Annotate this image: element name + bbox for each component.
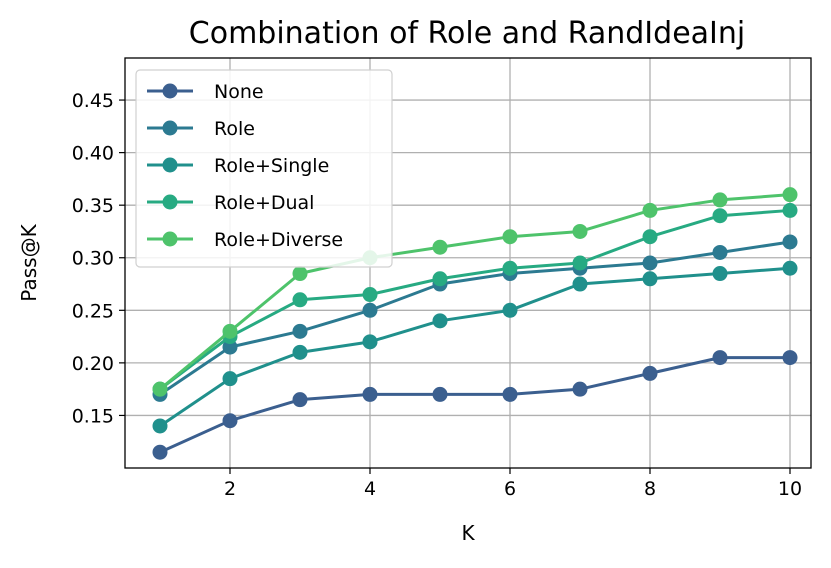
data-point-none xyxy=(502,386,518,402)
x-tick-label: 6 xyxy=(504,478,516,500)
legend-label: Role xyxy=(214,118,255,140)
data-point-role-diverse xyxy=(712,192,728,208)
data-point-role-single xyxy=(782,260,798,276)
data-point-role-diverse xyxy=(782,187,798,203)
legend-label: Role+Diverse xyxy=(214,229,343,251)
data-point-none xyxy=(362,386,378,402)
data-point-role-single xyxy=(222,371,238,387)
legend-box xyxy=(135,69,393,268)
data-point-role-dual xyxy=(712,208,728,224)
legend-swatch-marker xyxy=(162,157,178,173)
data-point-role xyxy=(712,244,728,260)
legend-label: None xyxy=(214,81,264,103)
data-point-role-single xyxy=(362,334,378,350)
series-layer xyxy=(152,187,798,460)
data-point-none xyxy=(642,365,658,381)
data-point-role-single xyxy=(712,266,728,282)
legend-label: Role+Dual xyxy=(214,192,314,214)
legend-item-role: Role xyxy=(147,118,255,140)
y-tick-label: 0.35 xyxy=(72,195,114,217)
x-tick-label: 8 xyxy=(644,478,656,500)
plot-frame xyxy=(124,57,812,469)
data-point-role-diverse xyxy=(222,323,238,339)
data-point-role-single xyxy=(572,276,588,292)
data-point-role-diverse xyxy=(642,202,658,218)
data-point-role xyxy=(642,255,658,271)
legend-item-role-diverse: Role+Diverse xyxy=(147,229,343,251)
data-point-none xyxy=(782,350,798,366)
legend: None Role Role+Single Role+Dual Role+Diverse xyxy=(135,69,393,268)
data-point-none xyxy=(222,413,238,429)
legend-item-role-single: Role+Single xyxy=(147,155,329,177)
data-point-role-single xyxy=(642,271,658,287)
x-axis-label: K xyxy=(461,521,475,545)
data-point-role xyxy=(292,323,308,339)
y-tick-label: 0.30 xyxy=(72,248,114,270)
data-point-none xyxy=(432,386,448,402)
series-none xyxy=(152,350,798,460)
data-point-role xyxy=(362,302,378,318)
legend-item-role-dual: Role+Dual xyxy=(147,192,314,214)
y-tick-label: 0.15 xyxy=(72,405,114,427)
series-line-role-diverse xyxy=(159,193,791,391)
tick-layer: 2 4 6 8 10 0.15 0.20 0.25 0.30 0.35 0.40 0.45 xyxy=(72,90,802,500)
data-point-role-diverse xyxy=(432,239,448,255)
data-point-role-dual xyxy=(432,271,448,287)
data-point-role-diverse xyxy=(152,381,168,397)
data-point-role-single xyxy=(292,344,308,360)
y-axis-label: Pass@K xyxy=(17,223,41,301)
legend-swatch-marker xyxy=(162,83,178,99)
data-point-role-single xyxy=(432,313,448,329)
data-point-none xyxy=(152,444,168,460)
series-line-role xyxy=(159,240,791,396)
data-point-role-dual xyxy=(502,260,518,276)
legend-swatch-marker xyxy=(162,120,178,136)
legend-label: Role+Single xyxy=(214,155,329,177)
data-point-none xyxy=(572,381,588,397)
chart-title: Combination of Role and RandIdeaInj xyxy=(189,16,745,51)
data-point-role-dual xyxy=(642,229,658,245)
x-tick-label: 4 xyxy=(364,478,376,500)
series-line-role-single xyxy=(159,266,791,428)
data-point-role-diverse xyxy=(502,229,518,245)
series-role-diverse xyxy=(152,187,798,397)
y-tick-label: 0.45 xyxy=(72,90,114,112)
legend-swatch-marker xyxy=(162,194,178,210)
data-point-role-diverse xyxy=(292,266,308,282)
legend-item-none: None xyxy=(147,81,264,103)
y-tick-label: 0.20 xyxy=(72,353,114,375)
data-point-role-diverse xyxy=(572,223,588,239)
y-tick-label: 0.25 xyxy=(72,300,114,322)
y-tick-label: 0.40 xyxy=(72,143,114,165)
data-point-role xyxy=(222,339,238,355)
series-line-role-dual xyxy=(159,208,791,391)
series-line-none xyxy=(159,356,790,454)
data-point-role-dual xyxy=(292,292,308,308)
series-role-single xyxy=(152,260,798,434)
legend-swatch-marker xyxy=(162,231,178,247)
x-tick-label: 2 xyxy=(224,478,236,500)
data-point-role-dual xyxy=(362,287,378,303)
data-point-none xyxy=(712,350,728,366)
data-point-role xyxy=(782,234,798,250)
x-tick-label: 10 xyxy=(778,478,802,500)
data-point-role-single xyxy=(152,418,168,434)
data-point-role-dual xyxy=(572,255,588,271)
data-point-role-dual xyxy=(782,202,798,218)
data-point-role-single xyxy=(502,302,518,318)
data-point-none xyxy=(292,392,308,408)
